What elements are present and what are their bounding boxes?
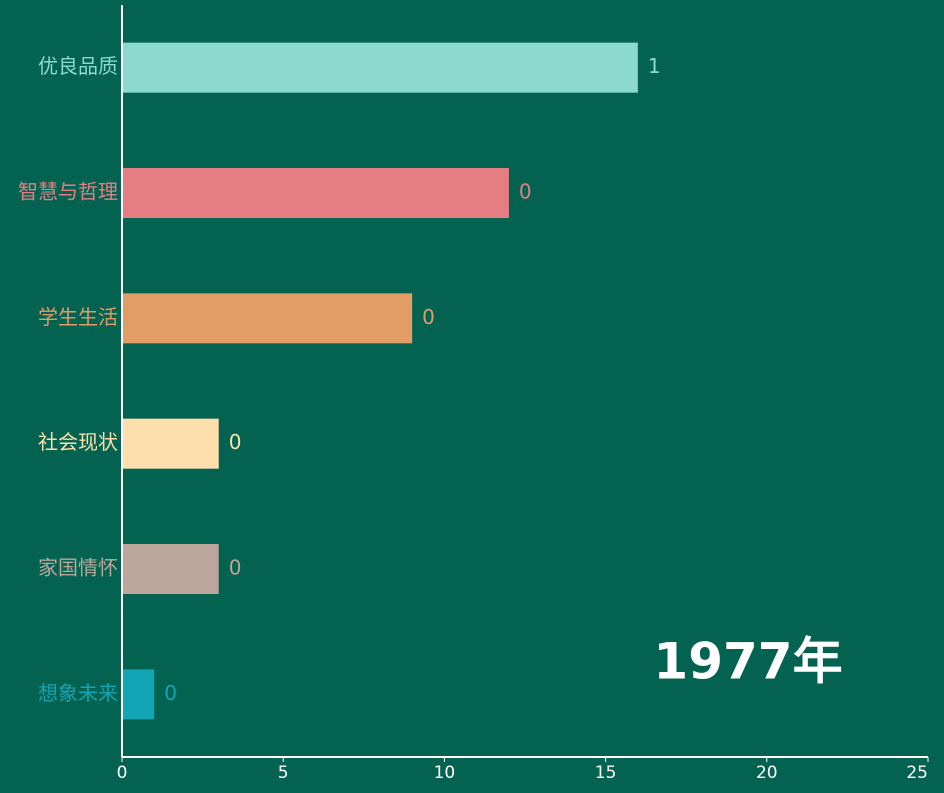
x-tick-label: 25: [906, 763, 928, 783]
bar-label: 0: [229, 430, 242, 454]
y-tick-label: 优良品质: [38, 54, 118, 78]
bar-label: 0: [519, 180, 532, 204]
x-tick-label: 20: [756, 763, 778, 783]
y-tick-label: 学生生活: [38, 305, 118, 329]
bar: [122, 42, 638, 93]
bar-label: 0: [229, 556, 242, 580]
bar: [122, 418, 219, 469]
bar: [122, 293, 413, 344]
x-tick-label: 15: [595, 763, 617, 783]
bar: [122, 168, 509, 218]
bar-label: 0: [422, 305, 435, 329]
bar-label: 0: [164, 681, 177, 705]
y-tick-label: 智慧与哲理: [18, 180, 118, 204]
x-tick-label: 10: [434, 763, 456, 783]
bar: [122, 544, 219, 594]
y-tick-label: 想象未来: [38, 681, 118, 705]
x-tick-label: 5: [278, 763, 289, 783]
bar-label: 1: [648, 54, 661, 78]
bar: [122, 669, 155, 720]
y-tick-label: 家国情怀: [38, 556, 118, 580]
x-tick-label: 0: [117, 763, 128, 783]
y-tick-label: 社会现状: [38, 430, 118, 454]
year-label: 1977年: [653, 633, 842, 691]
